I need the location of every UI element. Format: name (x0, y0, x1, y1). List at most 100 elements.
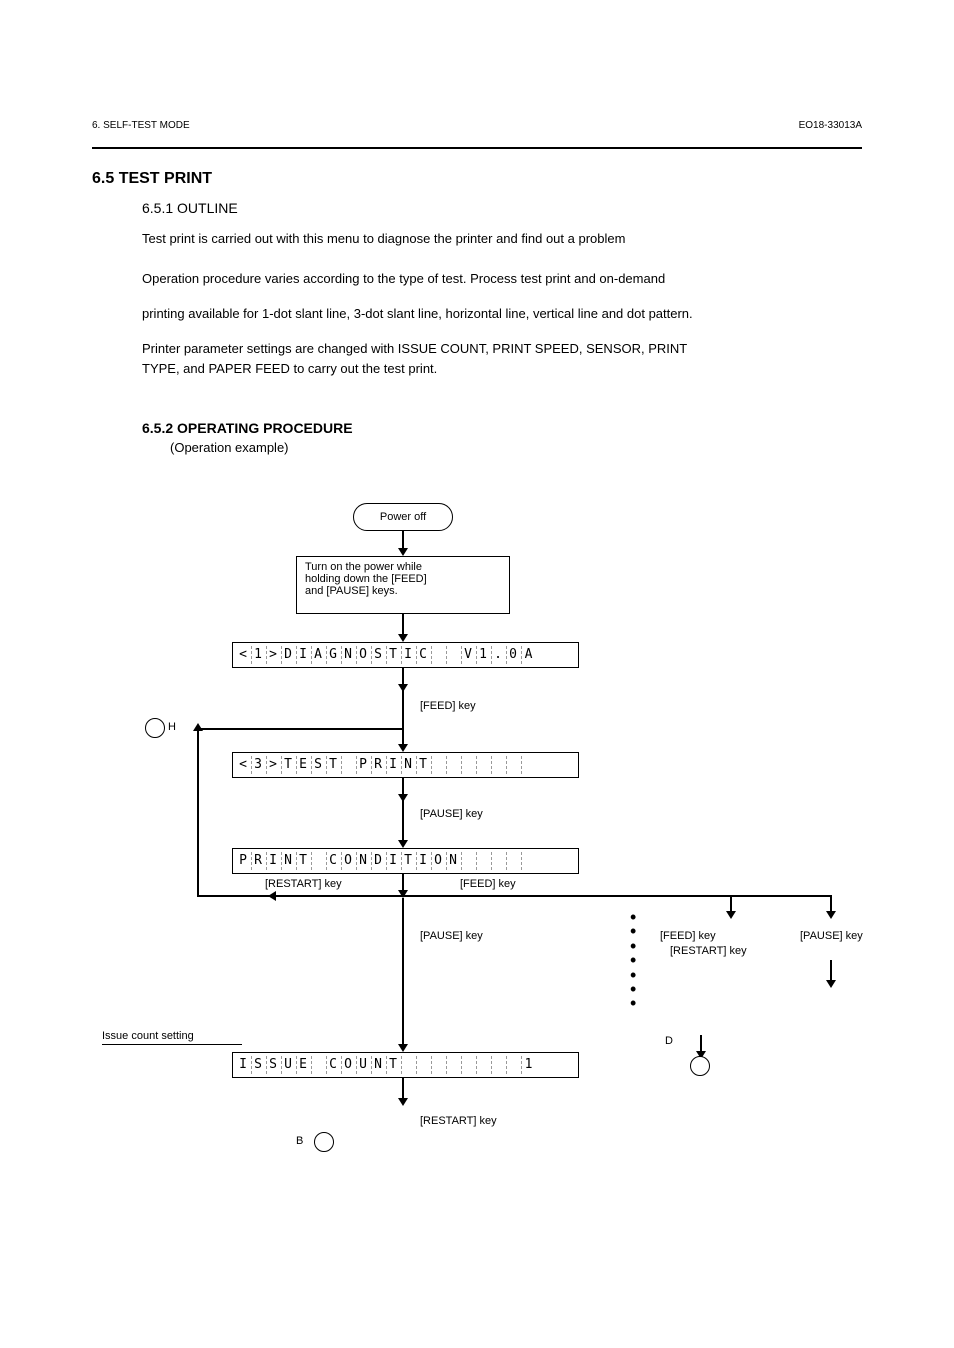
arrow-head (726, 911, 736, 919)
feed-key-right: [FEED] key (660, 930, 716, 942)
process-power-on: Turn on the power while holding down the… (296, 556, 510, 614)
lcd-char (447, 1056, 462, 1074)
lcd-char (432, 756, 447, 774)
lcd-char: < (237, 756, 252, 774)
lcd-char: S (372, 646, 387, 664)
lcd-char (507, 1056, 522, 1074)
lcd-char: A (312, 646, 327, 664)
lcd-char: N (447, 852, 462, 870)
power-on-line2: holding down the [FEED] (305, 573, 501, 585)
arrow-head (398, 634, 408, 642)
body-para5: TYPE, and PAPER FEED to carry out the te… (142, 360, 842, 378)
lcd-char: P (357, 756, 372, 774)
issue-count-label: Issue count setting (102, 1030, 242, 1045)
arrow-line (197, 728, 403, 730)
dots-vertical: ••••••• (630, 910, 636, 1011)
label-b: B (296, 1135, 303, 1147)
lcd-char (462, 1056, 477, 1074)
body-para2: Operation procedure varies according to … (142, 270, 842, 288)
lcd-char: 1 (252, 646, 267, 664)
lcd-char: I (237, 1056, 252, 1074)
lcd-char: D (282, 646, 297, 664)
circle-d (690, 1056, 710, 1076)
label-h: H (168, 721, 176, 733)
lcd-char: < (237, 646, 252, 664)
lcd-char: C (327, 1056, 342, 1074)
lcd-char (432, 646, 447, 664)
lcd-char: T (417, 756, 432, 774)
lcd-char (342, 756, 357, 774)
lcd-char (312, 1056, 327, 1074)
circle-b (314, 1132, 334, 1152)
arrow-line (402, 898, 404, 1048)
lcd-char: I (387, 756, 402, 774)
body-para1: Test print is carried out with this menu… (142, 230, 842, 248)
lcd-char: E (297, 1056, 312, 1074)
lcd-char: 1 (477, 646, 492, 664)
lcd-char (492, 1056, 507, 1074)
lcd-char: N (357, 852, 372, 870)
lcd-char (447, 646, 462, 664)
lcd-char: . (492, 646, 507, 664)
lcd-char (447, 756, 462, 774)
arrow-head (398, 1044, 408, 1052)
lcd-char: A (522, 646, 537, 664)
lcd-char: R (372, 756, 387, 774)
lcd-char: 1 (522, 1056, 537, 1074)
lcd-char (492, 756, 507, 774)
lcd-char: C (417, 646, 432, 664)
lcd-char: I (402, 646, 417, 664)
arrow-head (826, 980, 836, 988)
lcd-char: N (342, 646, 357, 664)
lcd-char: T (387, 1056, 402, 1074)
pause-key-mid: [PAUSE] key (420, 930, 483, 942)
lcd-print-condition: PRINT CONDITION (232, 848, 579, 874)
page-container: 6. SELF-TEST MODE EO18-33013A 6.5 TEST P… (0, 0, 954, 1348)
arrow-line (402, 798, 404, 844)
arrow-head (398, 840, 408, 848)
lcd-char: 3 (252, 756, 267, 774)
lcd-char (477, 756, 492, 774)
lcd-issue-count: ISSUE COUNT 1 (232, 1052, 579, 1078)
lcd-char: D (372, 852, 387, 870)
operation-title: 6.5.2 OPERATING PROCEDURE (142, 420, 353, 436)
lcd-char (492, 852, 507, 870)
lcd-test-print: <3>TEST PRINT (232, 752, 579, 778)
terminator-power-off: Power off (353, 503, 453, 531)
lcd-char (507, 756, 522, 774)
lcd-char (507, 852, 522, 870)
arrow-head (398, 744, 408, 752)
lcd-char: V (462, 646, 477, 664)
lcd-char: I (387, 852, 402, 870)
power-off-label: Power off (380, 511, 426, 523)
body-para4: Printer parameter settings are changed w… (142, 340, 842, 358)
lcd-char: S (252, 1056, 267, 1074)
body-para3: printing available for 1-dot slant line,… (142, 305, 842, 323)
lcd-char (522, 852, 537, 870)
lcd-char: 0 (507, 646, 522, 664)
restart-key-bottom: [RESTART] key (420, 1115, 497, 1127)
lcd-char (402, 1056, 417, 1074)
lcd-char: O (342, 852, 357, 870)
lcd-char (477, 1056, 492, 1074)
lcd-char: T (402, 852, 417, 870)
lcd-char (522, 756, 537, 774)
circle-h (145, 718, 165, 738)
lcd-char: N (282, 852, 297, 870)
lcd-char: N (402, 756, 417, 774)
lcd-char: C (327, 852, 342, 870)
lcd-char (462, 756, 477, 774)
arrow-head-up (193, 723, 203, 731)
pause-key-label: [PAUSE] key (420, 808, 483, 820)
arrow-head (826, 911, 836, 919)
lcd-char: R (252, 852, 267, 870)
lcd-char: G (327, 646, 342, 664)
header-right: EO18-33013A (799, 120, 862, 131)
section-title: 6.5 TEST PRINT (92, 170, 212, 188)
lcd-char (477, 852, 492, 870)
lcd-char: I (417, 852, 432, 870)
lcd-char: O (342, 1056, 357, 1074)
lcd-char: P (237, 852, 252, 870)
lcd-char: T (387, 646, 402, 664)
arrow-head (398, 890, 408, 898)
